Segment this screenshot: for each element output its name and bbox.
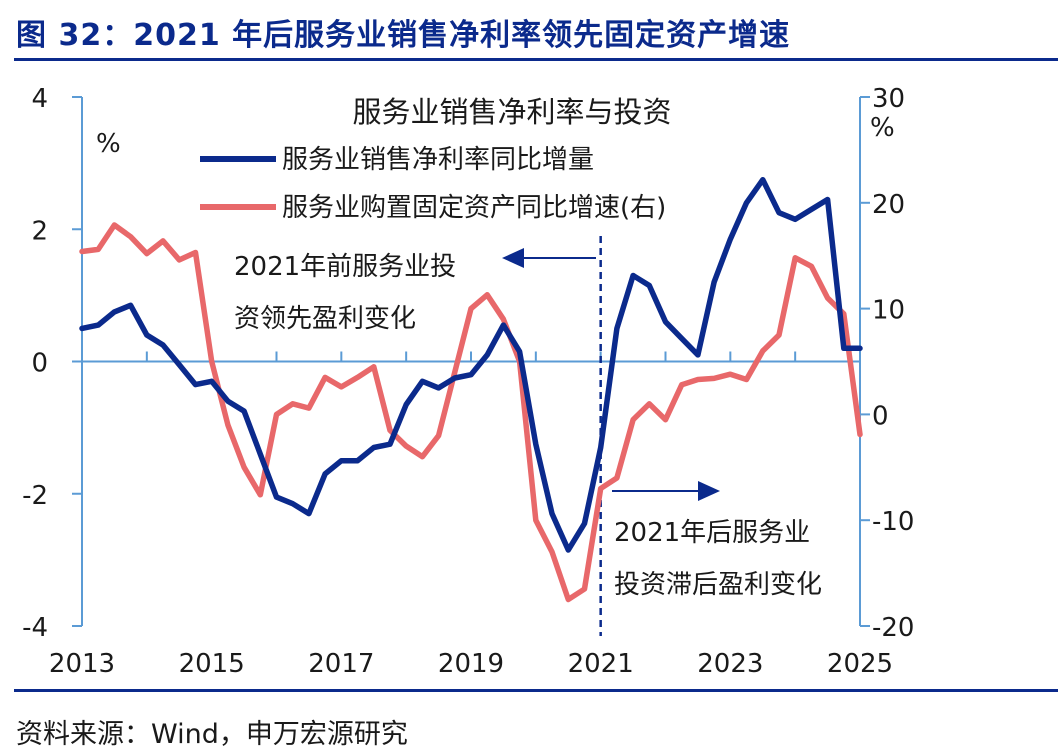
right-axis-tick-label: 30 (872, 84, 905, 114)
x-axis-tick-label: 2013 (49, 649, 115, 679)
left-axis-unit: % (96, 129, 121, 159)
right-axis-tick-label: 10 (872, 296, 905, 326)
x-axis-tick-label: 2021 (568, 649, 634, 679)
annotation-right-arrow-head (698, 481, 720, 501)
annotation-right-line2: 投资滞后盈利变化 (614, 570, 822, 600)
right-axis-unit: % (870, 113, 895, 143)
x-axis-tick-label: 2025 (827, 649, 893, 679)
series-group (79, 176, 863, 603)
legend-label: 服务业购置固定资产同比增速(右) (282, 193, 666, 223)
axes-group (72, 96, 870, 636)
x-axis-tick-label: 2019 (438, 649, 504, 679)
annotation-left-line2: 资领先盈利变化 (234, 304, 416, 334)
right-axis-tick-label: -10 (872, 507, 914, 537)
annotation-left-line1: 2021年前服务业投 (234, 252, 456, 282)
x-axis-tick-label: 2015 (179, 649, 245, 679)
chart-title: 服务业销售净利率与投资 (352, 95, 671, 129)
footer-divider (14, 689, 1058, 692)
x-axis-tick-label: 2017 (308, 649, 374, 679)
annotation-right-line1: 2021年后服务业 (614, 518, 810, 548)
right-axis-tick-label: 0 (872, 401, 889, 431)
left-axis-tick-label: -4 (22, 613, 48, 643)
annotation-left-arrow-head (502, 248, 524, 268)
series-line-fixed-asset-growth (79, 222, 863, 603)
x-axis-tick-label: 2023 (697, 649, 763, 679)
left-axis-tick-label: 4 (31, 84, 48, 114)
left-axis-tick-label: 2 (31, 216, 48, 246)
legend-label: 服务业销售净利率同比增量 (282, 145, 594, 175)
right-axis-tick-label: -20 (872, 613, 914, 643)
source-note: 资料来源：Wind，申万宏源研究 (16, 719, 408, 750)
right-axis-tick-label: 20 (872, 190, 905, 220)
series-line-net-margin (79, 176, 863, 553)
left-axis-tick-label: -2 (22, 481, 48, 511)
figure-title: 图 32：2021 年后服务业销售净利率领先固定资产增速 (16, 18, 791, 53)
title-divider (14, 58, 1058, 61)
left-axis-tick-label: 0 (31, 349, 48, 379)
